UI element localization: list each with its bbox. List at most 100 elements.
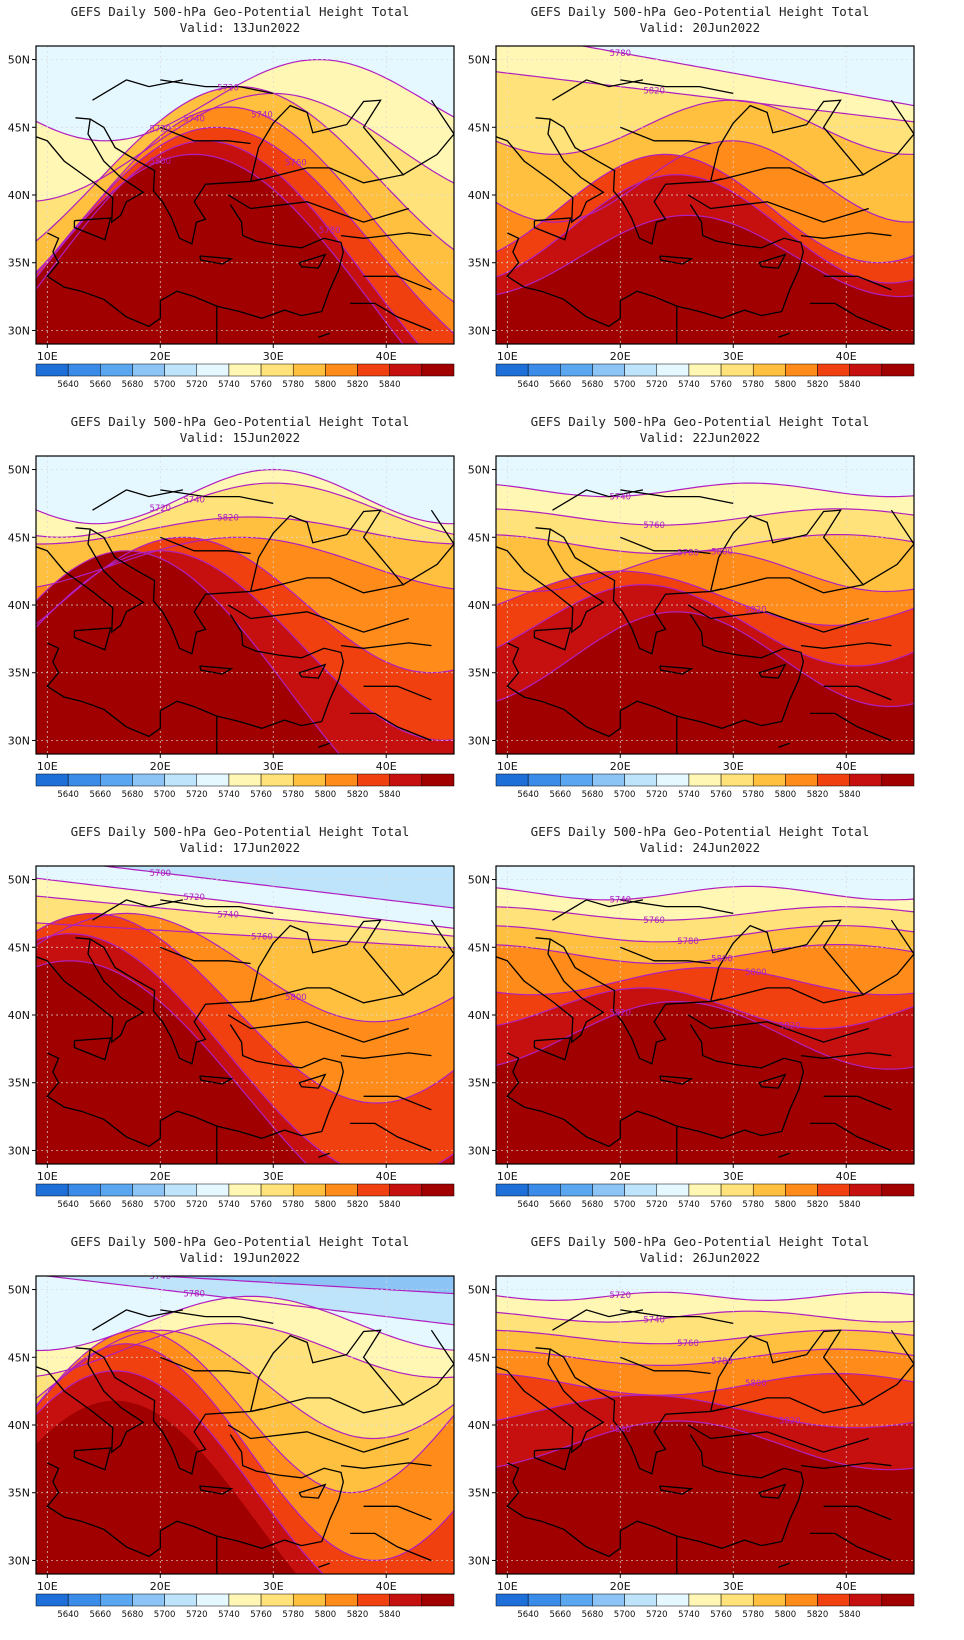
colorbar-swatch [196,363,230,377]
contour-line [36,126,454,334]
colorbar-swatch [389,1593,423,1607]
colorbar-swatch [228,1183,262,1197]
colorbar-swatch [132,363,165,377]
coastline [687,194,869,223]
colorbar-label: 5780 [282,380,304,390]
panel-valid-date: Valid: 15Jun2022 [179,430,301,445]
contour-line [496,944,914,965]
contour-line [496,1420,914,1471]
contour-line [36,960,308,1164]
coastline [533,1037,572,1061]
coastline [709,919,865,1004]
coastline [778,1562,790,1568]
coastline [687,1424,869,1453]
coastline [862,919,914,996]
colorbar-label: 5780 [282,1610,304,1620]
lat-tick-label: 50N [468,464,490,477]
coastline [552,79,644,101]
colorbar-label: 5700 [154,790,176,800]
lon-tick-label: 20E [610,760,631,773]
contour-line [36,1295,454,1352]
contour-line [36,1322,454,1379]
colorbar-label: 5660 [549,1200,571,1210]
map-panel: GEFS Daily 500-hPa Geo-Potential Height … [0,1230,480,1638]
colorbar-label: 5820 [347,790,369,800]
colorbar-swatch [260,1593,294,1607]
colorbar-label: 5820 [807,1610,829,1620]
contour-label: 5760 [285,158,307,168]
contour-line [496,1348,914,1366]
lat-tick-label: 30N [468,324,490,337]
colorbar-label: 5720 [646,790,668,800]
coastline [227,1424,409,1453]
height-band [496,245,914,344]
coastline [758,1073,787,1089]
coastline [709,509,865,594]
coastline [92,899,184,921]
contour-line [36,912,454,1023]
colorbar-label: 5660 [549,380,571,390]
coastline [229,614,344,722]
lat-tick-label: 35N [468,667,490,680]
lat-tick-label: 50N [8,874,30,887]
colorbar-swatch [357,1593,390,1607]
lon-tick-label: 20E [150,1580,171,1593]
contour-line [36,933,454,1164]
lon-tick-label: 30E [263,760,284,773]
colorbar-label: 5640 [517,1200,539,1210]
lat-tick-label: 35N [8,257,30,270]
coastline [659,1485,694,1495]
contour-label: 5740 [251,110,273,120]
contour-line [496,1291,914,1302]
colorbar-swatch [325,1593,358,1607]
colorbar-label: 5760 [250,790,272,800]
lon-tick-label: 30E [263,1580,284,1593]
coastline [89,118,263,245]
colorbar-label: 5820 [347,1200,369,1210]
colorbar-swatch [35,773,69,787]
lat-tick-label: 35N [468,257,490,270]
colorbar-swatch [817,363,850,377]
colorbar-label: 5800 [775,1200,797,1210]
lat-tick-label: 50N [8,1284,30,1297]
coastline [160,489,274,505]
map-svg: 5700 5720 5740 5760 5800 10E 20E 30E 40E 50N 45N 40… [8,865,455,1210]
colorbar-label: 5840 [379,1200,401,1210]
lat-tick-label: 30N [8,1144,30,1157]
colorbar-swatch [849,1183,883,1197]
colorbar-label: 5740 [218,790,240,800]
lat-tick-label: 40N [8,599,30,612]
coastline [46,642,322,738]
colorbar-label: 5680 [582,380,604,390]
lat-tick-label: 30N [468,734,490,747]
coastline [506,1462,782,1558]
contour-line [496,153,914,264]
colorbar-swatch [164,363,198,377]
contour-line [36,1343,454,1562]
map-svg: 5740 5780 10E 20E 30E 40E 50N 45N 40N 35N 30N 5640 5… [8,1275,455,1620]
colorbar-swatch [421,363,455,377]
lon-tick-label: 40E [836,1170,857,1183]
coastline [89,528,263,655]
coastline [92,489,184,511]
coastline [823,1505,892,1521]
contour-line [36,482,454,538]
colorbar-label: 5800 [775,1610,797,1620]
lat-tick-label: 40N [8,1419,30,1432]
lat-tick-label: 45N [8,1351,30,1364]
colorbar-swatch [656,1183,690,1197]
colorbar-swatch [527,363,561,377]
colorbar-label: 5740 [678,790,700,800]
map-panel: GEFS Daily 500-hPa Geo-Potential Height … [460,0,940,408]
colorbar-label: 5820 [807,790,829,800]
coastline [160,1356,251,1375]
colorbar-label: 5720 [186,790,208,800]
coastline [620,1309,734,1325]
contour-line [36,1329,454,1494]
colorbar-label: 5660 [549,790,571,800]
colorbar-swatch [817,1593,850,1607]
contour-label: 5720 [217,83,239,93]
colorbar-label: 5800 [315,1610,337,1620]
colorbar-swatch [196,773,230,787]
panel-title: GEFS Daily 500-hPa Geo-Potential Height … [70,414,410,429]
